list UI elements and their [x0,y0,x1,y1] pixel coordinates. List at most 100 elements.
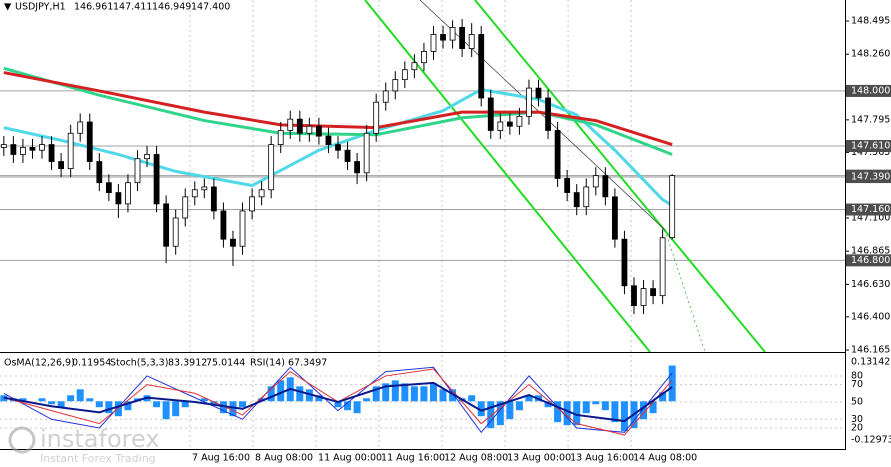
x-tick-label: 8 Aug 08:00 [255,453,313,464]
osma-bar [124,401,132,411]
candle-body [506,121,513,127]
y-tick-label: 20 [851,422,863,433]
osma-value: 0.11954 [72,358,111,369]
candle-body [77,121,84,134]
candle-body [86,121,93,162]
osma-bar [620,401,628,432]
osma-bar [219,401,227,414]
candle-body [382,90,389,103]
header-close: 147.400 [191,2,230,13]
header-high: 147.411 [113,2,152,13]
channel-line [364,0,651,353]
candle-body [526,87,532,117]
osma-bar [181,401,189,408]
candle-body [440,34,446,41]
stoch-signal-value: 75.0144 [206,358,245,369]
candle-body [210,186,217,212]
osma-bar [48,401,56,405]
candle-body [459,26,466,49]
osma-bar [305,389,313,402]
x-tick-label: 11 Aug 16:00 [381,453,445,464]
oscillator-line [3,381,673,423]
candle-body [249,196,255,212]
osma-bar [496,401,504,426]
osma-bar [153,401,161,408]
menu-arrow[interactable]: ▼ [4,2,12,13]
osma-bar [506,401,514,420]
osma-bar [525,395,533,402]
candle-body [354,161,360,174]
osma-bar [277,380,285,402]
candle-body [573,192,580,208]
candle-body [0,144,7,148]
candle-body [564,178,571,193]
candle-body [325,135,332,145]
y-tick-label: 147.795 [851,114,890,125]
channel-line [474,0,766,353]
y-tick-label: 147.100 [851,213,890,224]
candle-body [48,144,55,162]
x-tick-label: 13 Aug 16:00 [570,453,634,464]
osma-bar [353,401,361,414]
candle-body [363,132,370,174]
candle-body [296,118,303,134]
candle-body [516,115,523,127]
osma-bar [172,401,180,417]
level-box [846,171,891,184]
candle-body [621,238,628,287]
osma-bar [592,401,600,405]
osma-bar [76,389,84,402]
y-tick-label: 148.260 [851,49,890,60]
level-label: 148.000 [851,85,890,96]
candle-body [144,154,150,160]
level-label: 147.160 [851,204,890,215]
candle-body [659,237,666,297]
osma-bar [344,401,352,411]
candle-body [650,288,656,297]
candle-body [39,144,45,151]
osma-bar [229,401,237,417]
candle-body [153,154,160,205]
candle-body [373,101,380,134]
stoch-name: Stoch(5,3,3) [110,358,168,369]
candle-body [535,87,542,99]
x-tick-label: 11 Aug 00:00 [318,453,382,464]
header-low: 146.949 [152,2,191,13]
candle-body [96,161,103,184]
osma-bar [611,401,619,423]
x-tick-label: 7 Aug 16:00 [192,453,250,464]
candle-body [316,125,322,137]
osma-bar [334,401,342,408]
osma-bar [439,389,447,402]
y-tick-label: 148.495 [851,16,890,27]
candle-body [258,189,265,198]
y-tick-label: 147.565 [851,147,890,158]
osma-bar [582,401,590,414]
candle-body [430,34,437,52]
watermark-brand: instaforex [40,425,160,453]
rsi-name: RSI(14) [250,358,285,369]
level-label: 147.610 [851,140,890,151]
candle-body [344,149,351,162]
osma-bar [57,401,65,408]
candle-body [239,210,246,247]
candle-body [631,285,637,306]
watermark: instaforex Instant Forex Trading [8,425,160,465]
candle-body [163,203,170,247]
osma-bar [420,386,428,402]
osma-bar [601,401,609,411]
osma-bar [200,398,208,402]
level-box [846,203,891,216]
level-label: 146.800 [851,255,890,266]
candle-body [306,125,313,134]
candle-body [554,130,561,179]
osma-bar [554,401,562,423]
y-tick-label: 146.165 [851,345,890,356]
osma-bar [19,398,27,402]
candle-body [401,69,408,81]
candle-body [182,196,189,219]
candle-body [335,144,341,151]
osma-bar [258,398,266,402]
x-tick-label: 13 Aug 00:00 [507,453,571,464]
